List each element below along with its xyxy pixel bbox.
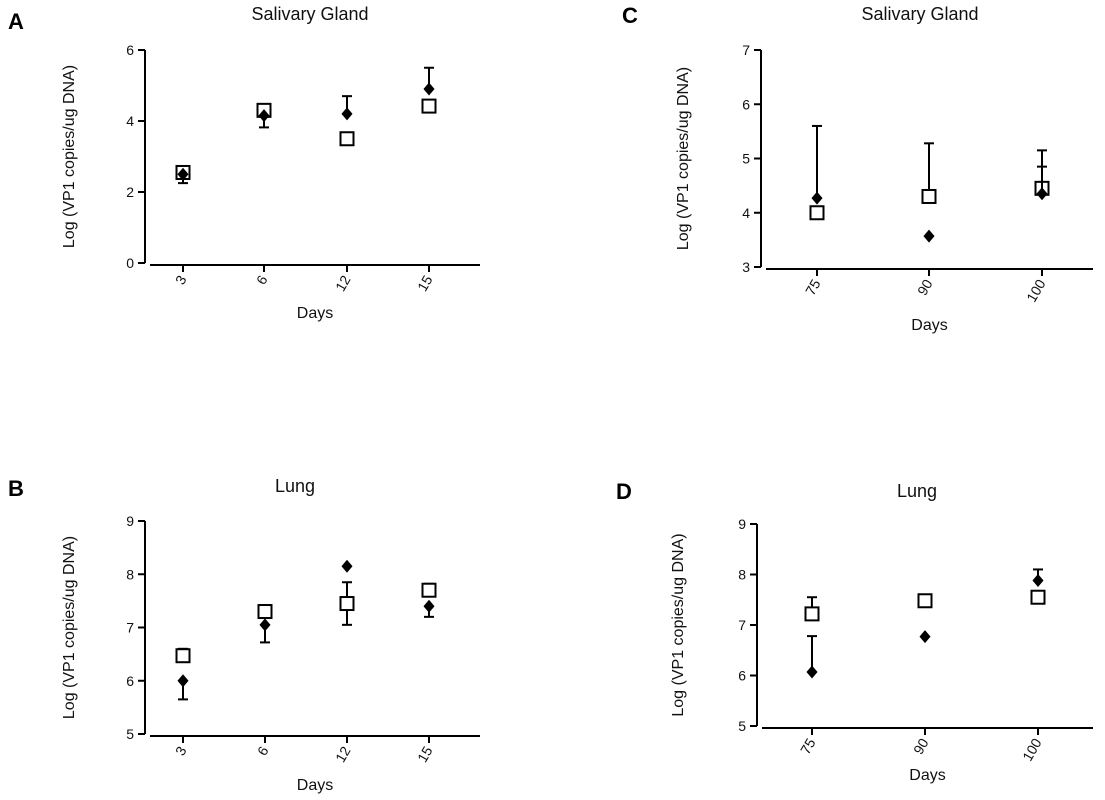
data-point-diamond bbox=[341, 107, 353, 121]
data-point-square bbox=[921, 188, 937, 204]
y-tick-label: 0 bbox=[126, 255, 134, 271]
x-tick-label: 75 bbox=[802, 276, 824, 298]
series-open-square bbox=[809, 142, 1050, 221]
data-point-diamond bbox=[919, 630, 931, 644]
x-tick-label: 3 bbox=[172, 272, 190, 287]
chart-panel-c: C Salivary Gland Log (VP1 copies/ug DNA) Da… bbox=[622, 3, 1093, 334]
data-point-diamond bbox=[423, 82, 435, 96]
series-open-square bbox=[804, 589, 1046, 622]
y-tick-label: 8 bbox=[738, 567, 746, 583]
y-axis-label: Log (VP1 copies/ug DNA) bbox=[675, 67, 692, 250]
data-point-square bbox=[917, 593, 933, 609]
y-tick-label: 6 bbox=[738, 668, 746, 684]
y-tick-label: 7 bbox=[738, 617, 746, 633]
series-filled-diamond bbox=[811, 124, 1048, 243]
x-tick-label: 15 bbox=[414, 272, 436, 294]
data-point-diamond bbox=[1036, 187, 1048, 201]
chart-title: Salivary Gland bbox=[861, 4, 978, 24]
x-axis-label: Days bbox=[297, 305, 333, 322]
y-tick-label: 5 bbox=[126, 726, 134, 742]
x-tick-label: 75 bbox=[797, 735, 819, 757]
y-tick-label: 2 bbox=[126, 184, 134, 200]
data-point-diamond bbox=[259, 618, 271, 632]
y-axis-label: Log (VP1 copies/ug DNA) bbox=[61, 536, 78, 719]
panel-letter: D bbox=[616, 479, 632, 504]
data-point-diamond bbox=[923, 229, 935, 243]
x-tick-label: 6 bbox=[254, 743, 272, 758]
x-axis-label: Days bbox=[297, 777, 333, 794]
data-point-square bbox=[809, 205, 825, 221]
data-point-diamond bbox=[811, 191, 823, 205]
chart-title: Lung bbox=[275, 476, 315, 496]
panel-letter: A bbox=[8, 9, 24, 34]
y-tick-label: 4 bbox=[126, 113, 134, 129]
series-open-square bbox=[175, 98, 437, 180]
x-tick-label: 3 bbox=[172, 743, 190, 758]
chart-title: Salivary Gland bbox=[251, 4, 368, 24]
data-point-diamond bbox=[177, 674, 189, 688]
x-tick-label: 15 bbox=[414, 743, 436, 765]
data-point-square bbox=[175, 648, 191, 664]
x-tick-label: 6 bbox=[253, 272, 271, 287]
y-tick-label: 4 bbox=[742, 205, 750, 221]
y-tick-label: 6 bbox=[742, 96, 750, 112]
data-point-diamond bbox=[423, 599, 435, 613]
y-tick-label: 6 bbox=[126, 42, 134, 58]
y-axis-label: Log (VP1 copies/ug DNA) bbox=[670, 533, 687, 716]
y-tick-label: 8 bbox=[126, 566, 134, 582]
data-point-diamond bbox=[258, 109, 270, 123]
x-axis-label: Days bbox=[909, 767, 945, 784]
data-point-square bbox=[804, 606, 820, 622]
y-tick-label: 6 bbox=[126, 673, 134, 689]
y-tick-label: 7 bbox=[126, 620, 134, 636]
y-tick-label: 9 bbox=[126, 513, 134, 529]
chart-panel-d: D Lung Log (VP1 copies/ug DNA) Days 5 6 7 8 9 75 9… bbox=[616, 479, 1093, 784]
data-point-square bbox=[339, 596, 355, 612]
x-tick-label: 100 bbox=[1019, 735, 1045, 763]
data-point-diamond bbox=[1032, 574, 1044, 588]
y-tick-label: 3 bbox=[742, 259, 750, 275]
y-tick-label: 5 bbox=[738, 718, 746, 734]
series-filled-diamond bbox=[177, 66, 435, 185]
data-point-square bbox=[421, 98, 437, 114]
x-tick-label: 12 bbox=[332, 743, 354, 765]
y-tick-label: 7 bbox=[742, 42, 750, 58]
series-filled-diamond bbox=[806, 568, 1044, 679]
data-point-square bbox=[257, 604, 273, 620]
y-tick-label: 9 bbox=[738, 516, 746, 532]
data-point-square bbox=[421, 582, 437, 598]
x-tick-label: 90 bbox=[914, 276, 936, 298]
data-point-diamond bbox=[806, 665, 818, 679]
series-filled-diamond bbox=[177, 559, 435, 701]
y-tick-label: 5 bbox=[742, 151, 750, 167]
y-axis-label: Log (VP1 copies/ug DNA) bbox=[61, 65, 78, 248]
data-point-diamond bbox=[177, 167, 189, 181]
chart-panel-b: B Lung Log (VP1 copies/ug DNA) Days 5 6 7 8 9 3 6 1… bbox=[8, 476, 480, 794]
series-open-square bbox=[175, 581, 437, 664]
data-point-diamond bbox=[341, 559, 353, 573]
panel-letter: B bbox=[8, 476, 24, 501]
panel-letter: C bbox=[622, 3, 638, 28]
x-tick-label: 12 bbox=[332, 272, 354, 294]
x-tick-label: 100 bbox=[1023, 276, 1049, 304]
x-tick-label: 90 bbox=[910, 735, 932, 757]
data-point-square bbox=[339, 131, 355, 147]
chart-panel-a: A Salivary Gland Log (VP1 copies/ug DNA) Da… bbox=[8, 4, 480, 322]
x-axis-label: Days bbox=[911, 317, 947, 334]
data-point-square bbox=[1030, 589, 1046, 605]
chart-title: Lung bbox=[897, 481, 937, 501]
